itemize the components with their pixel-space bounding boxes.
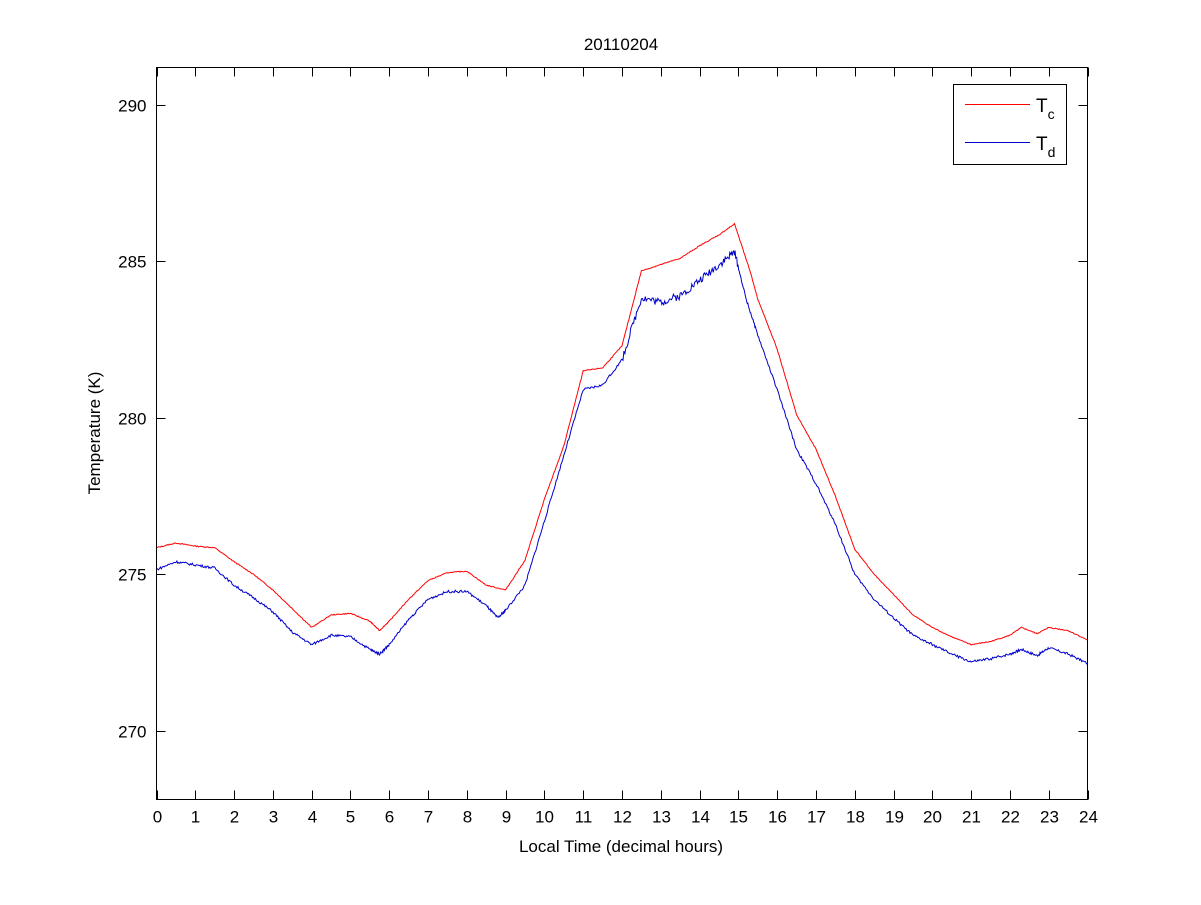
x-tick-label: 19 [885, 808, 904, 827]
y-tick-label: 270 [118, 723, 146, 742]
x-tick-label: 12 [613, 808, 632, 827]
x-tick-label: 11 [575, 808, 593, 827]
x-tick-label: 13 [652, 808, 671, 827]
x-tick-label: 9 [502, 808, 511, 827]
legend-label-tc: Tc [1036, 96, 1055, 122]
x-axis-label: Local Time (decimal hours) [519, 837, 723, 856]
x-tick-label: 17 [807, 808, 826, 827]
x-tick-label: 21 [962, 808, 981, 827]
y-tick-label: 280 [118, 410, 146, 429]
x-tick-label: 3 [269, 808, 278, 827]
x-tick-label: 6 [385, 808, 394, 827]
x-tick-label: 18 [846, 808, 865, 827]
x-tick-label: 16 [768, 808, 787, 827]
x-tick-label: 2 [230, 808, 239, 827]
axis-ticks: 0 1 2 3 4 5 6 7 8 9 10 11 12 13 14 15 16 17 18 19 20 21 22 23 24… [118, 67, 1098, 827]
chart-title: 20110204 [584, 35, 658, 54]
x-tick-label: 8 [463, 808, 472, 827]
legend-box [953, 84, 1067, 165]
x-tick-label: 20 [923, 808, 942, 827]
data-lines [156, 222, 1088, 665]
legend-label-td: Td [1036, 134, 1055, 160]
x-tick-label: 10 [535, 808, 554, 827]
x-tick-label: 4 [308, 808, 317, 827]
plot-area-box [156, 67, 1088, 800]
x-tick-label: 23 [1040, 808, 1059, 827]
x-tick-label: 7 [424, 808, 433, 827]
legend: Tc Td [953, 84, 1067, 165]
x-tick-label: 14 [691, 808, 710, 827]
y-tick-label: 290 [118, 97, 146, 116]
y-tick-label: 285 [118, 253, 146, 272]
y-tick-label: 275 [118, 566, 146, 585]
series-line-Tc [156, 222, 1088, 646]
x-tick-label: 0 [153, 808, 162, 827]
x-tick-label: 22 [1001, 808, 1020, 827]
x-tick-label: 1 [191, 808, 200, 827]
x-tick-label: 24 [1079, 808, 1098, 827]
x-tick-label: 5 [346, 808, 355, 827]
series-line-Td [156, 249, 1088, 665]
y-axis-label: Temperature (K) [85, 372, 104, 495]
x-tick-label: 15 [729, 808, 748, 827]
